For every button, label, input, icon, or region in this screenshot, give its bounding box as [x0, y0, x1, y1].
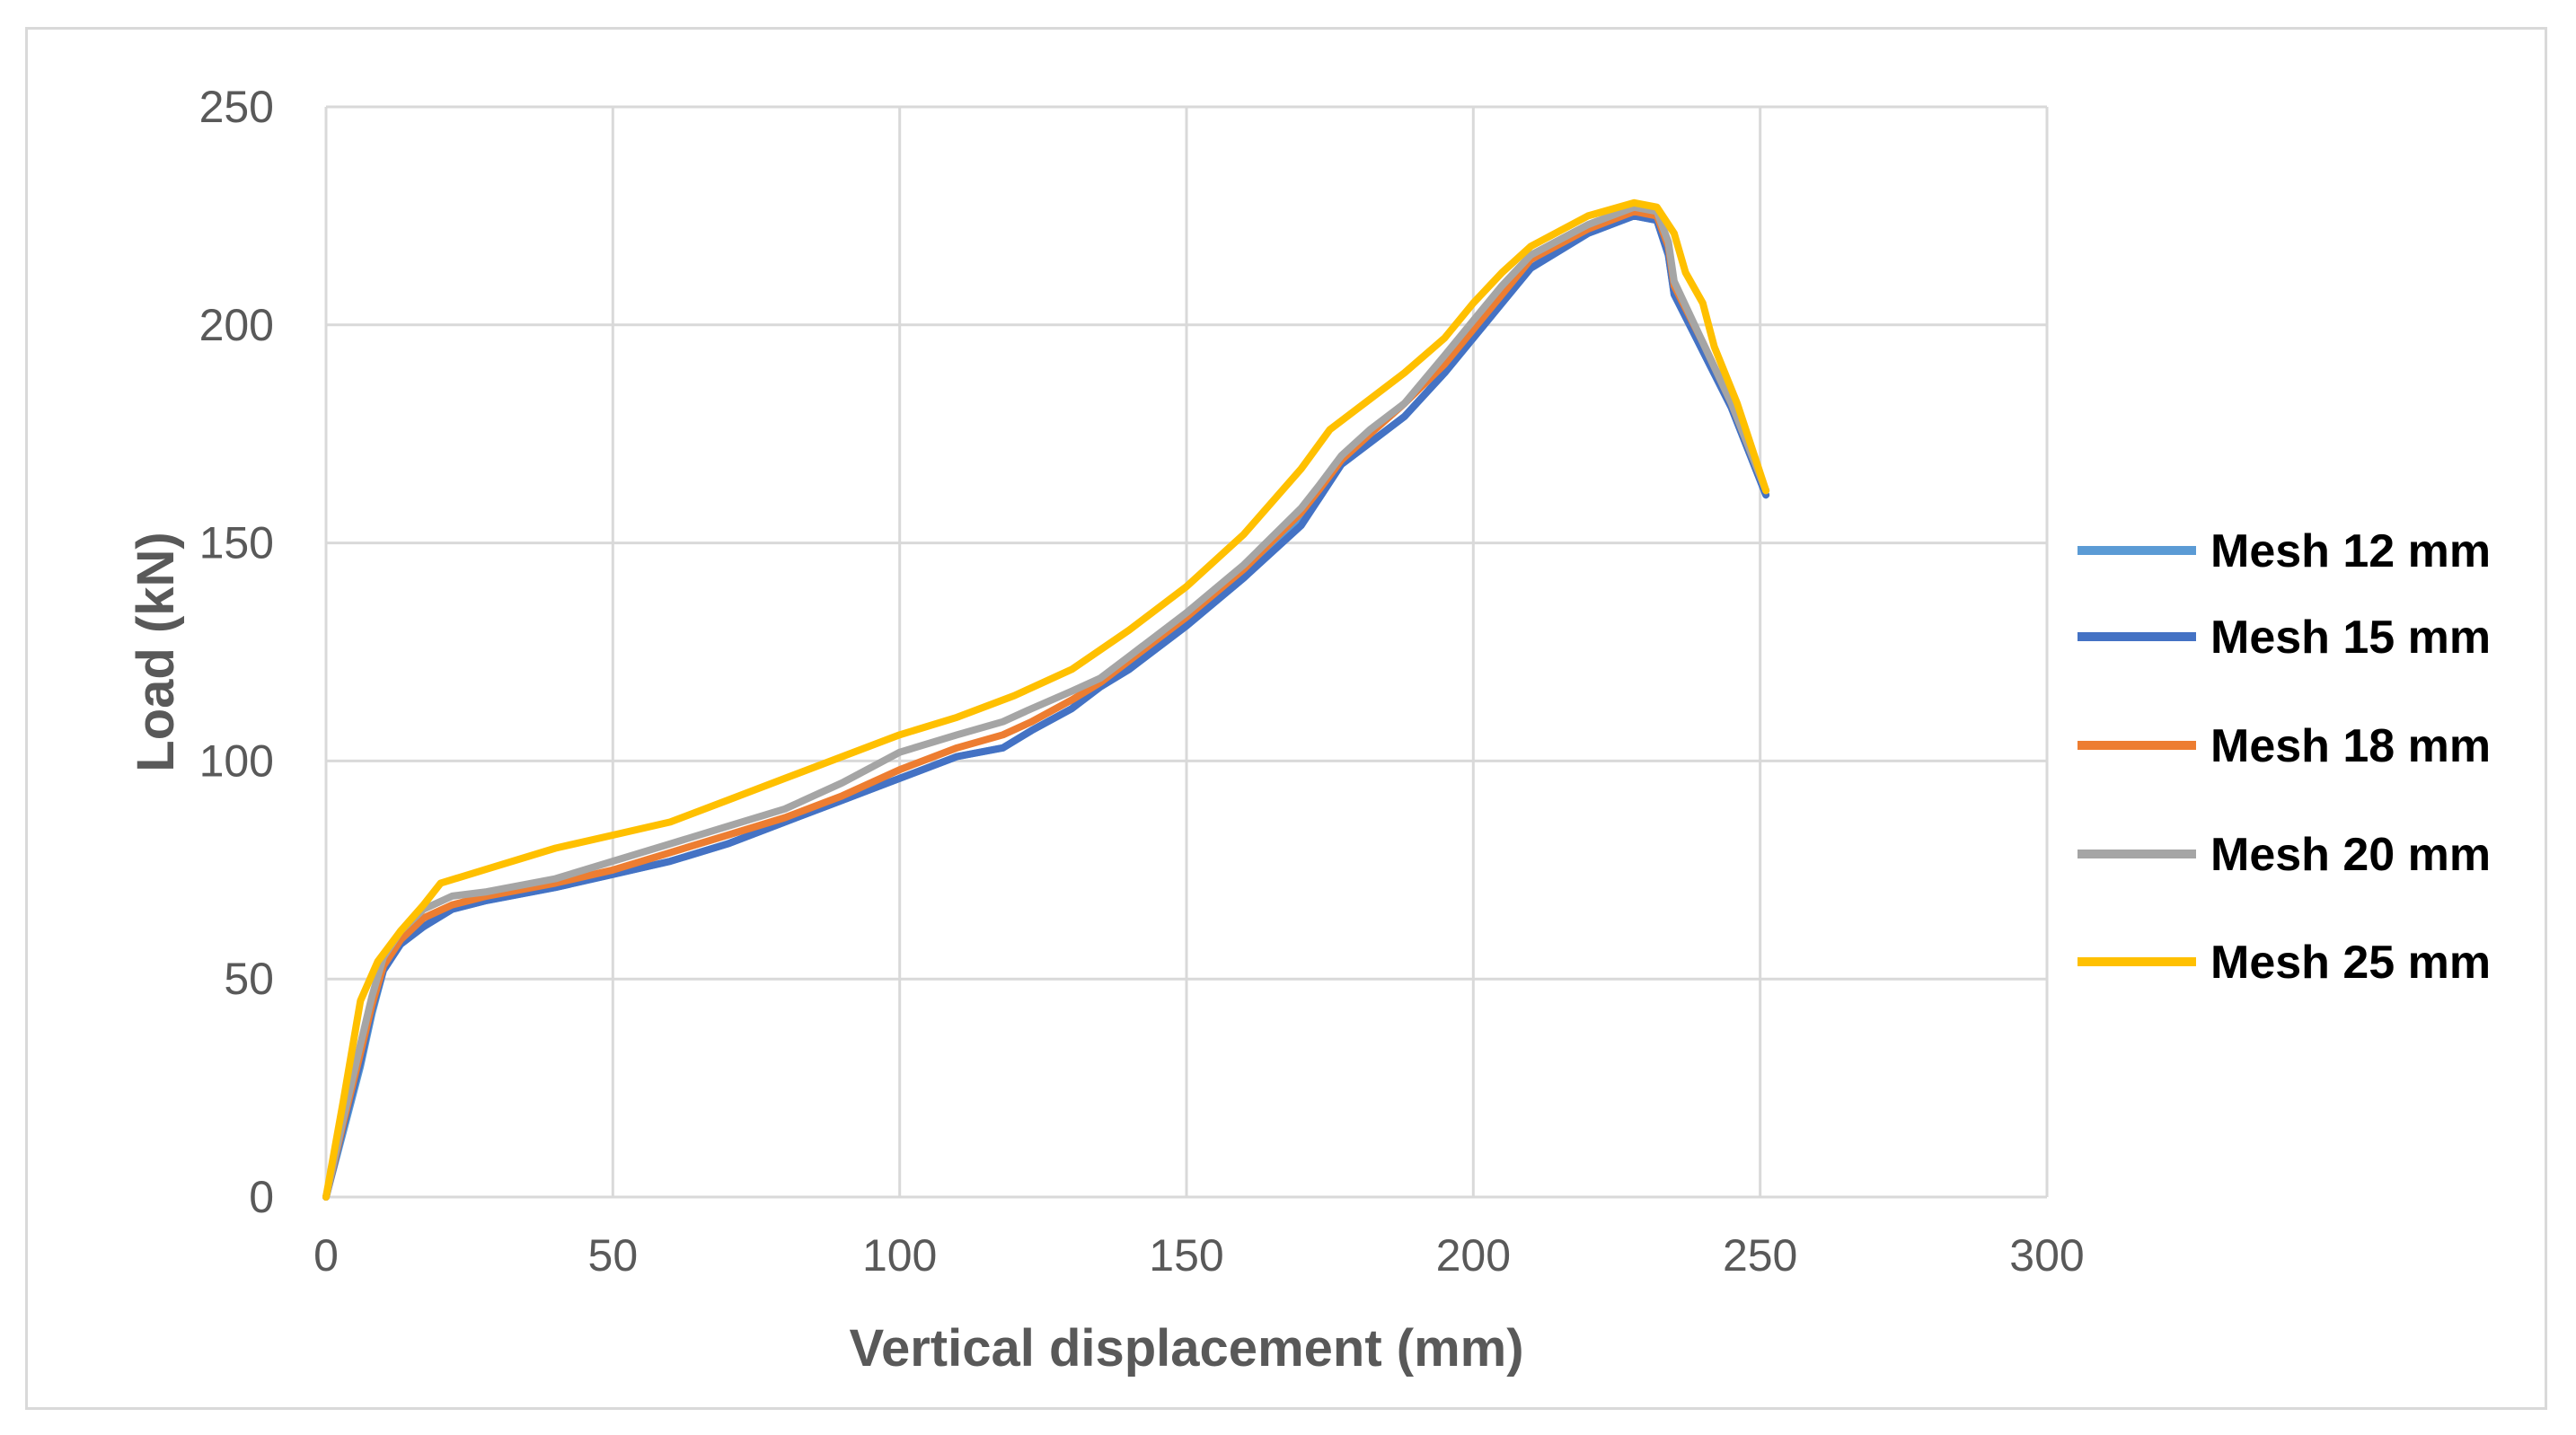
x-tick-label: 100: [862, 1230, 937, 1281]
series-line-1: [322, 212, 1770, 1201]
x-tick-label: 150: [1149, 1230, 1223, 1281]
series-line-5: [322, 198, 1770, 1201]
line-chart: 0 50 100 150 200 250 0 50 100 150 200 250 300 Vertic…: [127, 82, 2491, 1378]
series-line-3: [322, 207, 1770, 1201]
y-tick-label: 200: [199, 300, 274, 350]
y-tick-label: 150: [199, 518, 274, 568]
legend: Mesh 12 mm Mesh 15 mm Mesh 18 mm Mesh 20 mm…: [2078, 525, 2491, 989]
chart-frame: 0 50 100 150 200 250 0 50 100 150 200 250 300 Vertic…: [25, 27, 2547, 1410]
series-lines: [322, 198, 1770, 1201]
y-axis-title: Load (kN): [127, 532, 185, 771]
legend-label: Mesh 20 mm: [2210, 829, 2491, 881]
x-tick-label: 200: [1436, 1230, 1511, 1281]
legend-label: Mesh 12 mm: [2210, 525, 2491, 577]
y-tick-label: 100: [199, 735, 274, 786]
y-tick-label: 250: [199, 82, 274, 132]
x-tick-label: 300: [2009, 1230, 2084, 1281]
gridlines: [324, 105, 2049, 1199]
legend-label: Mesh 25 mm: [2210, 937, 2491, 989]
series-line-4: [322, 203, 1770, 1201]
legend-label: Mesh 15 mm: [2210, 612, 2491, 664]
tick-labels: 0 50 100 150 200 250 0 50 100 150 200 250 300: [199, 82, 2085, 1281]
y-tick-label: 50: [224, 954, 274, 1004]
y-tick-label: 0: [249, 1172, 274, 1222]
x-tick-label: 50: [588, 1230, 639, 1281]
x-axis-title: Vertical displacement (mm): [849, 1319, 1523, 1378]
x-tick-label: 0: [313, 1230, 339, 1281]
x-tick-label: 250: [1723, 1230, 1797, 1281]
legend-label: Mesh 18 mm: [2210, 720, 2491, 772]
series-line-2: [322, 212, 1770, 1201]
